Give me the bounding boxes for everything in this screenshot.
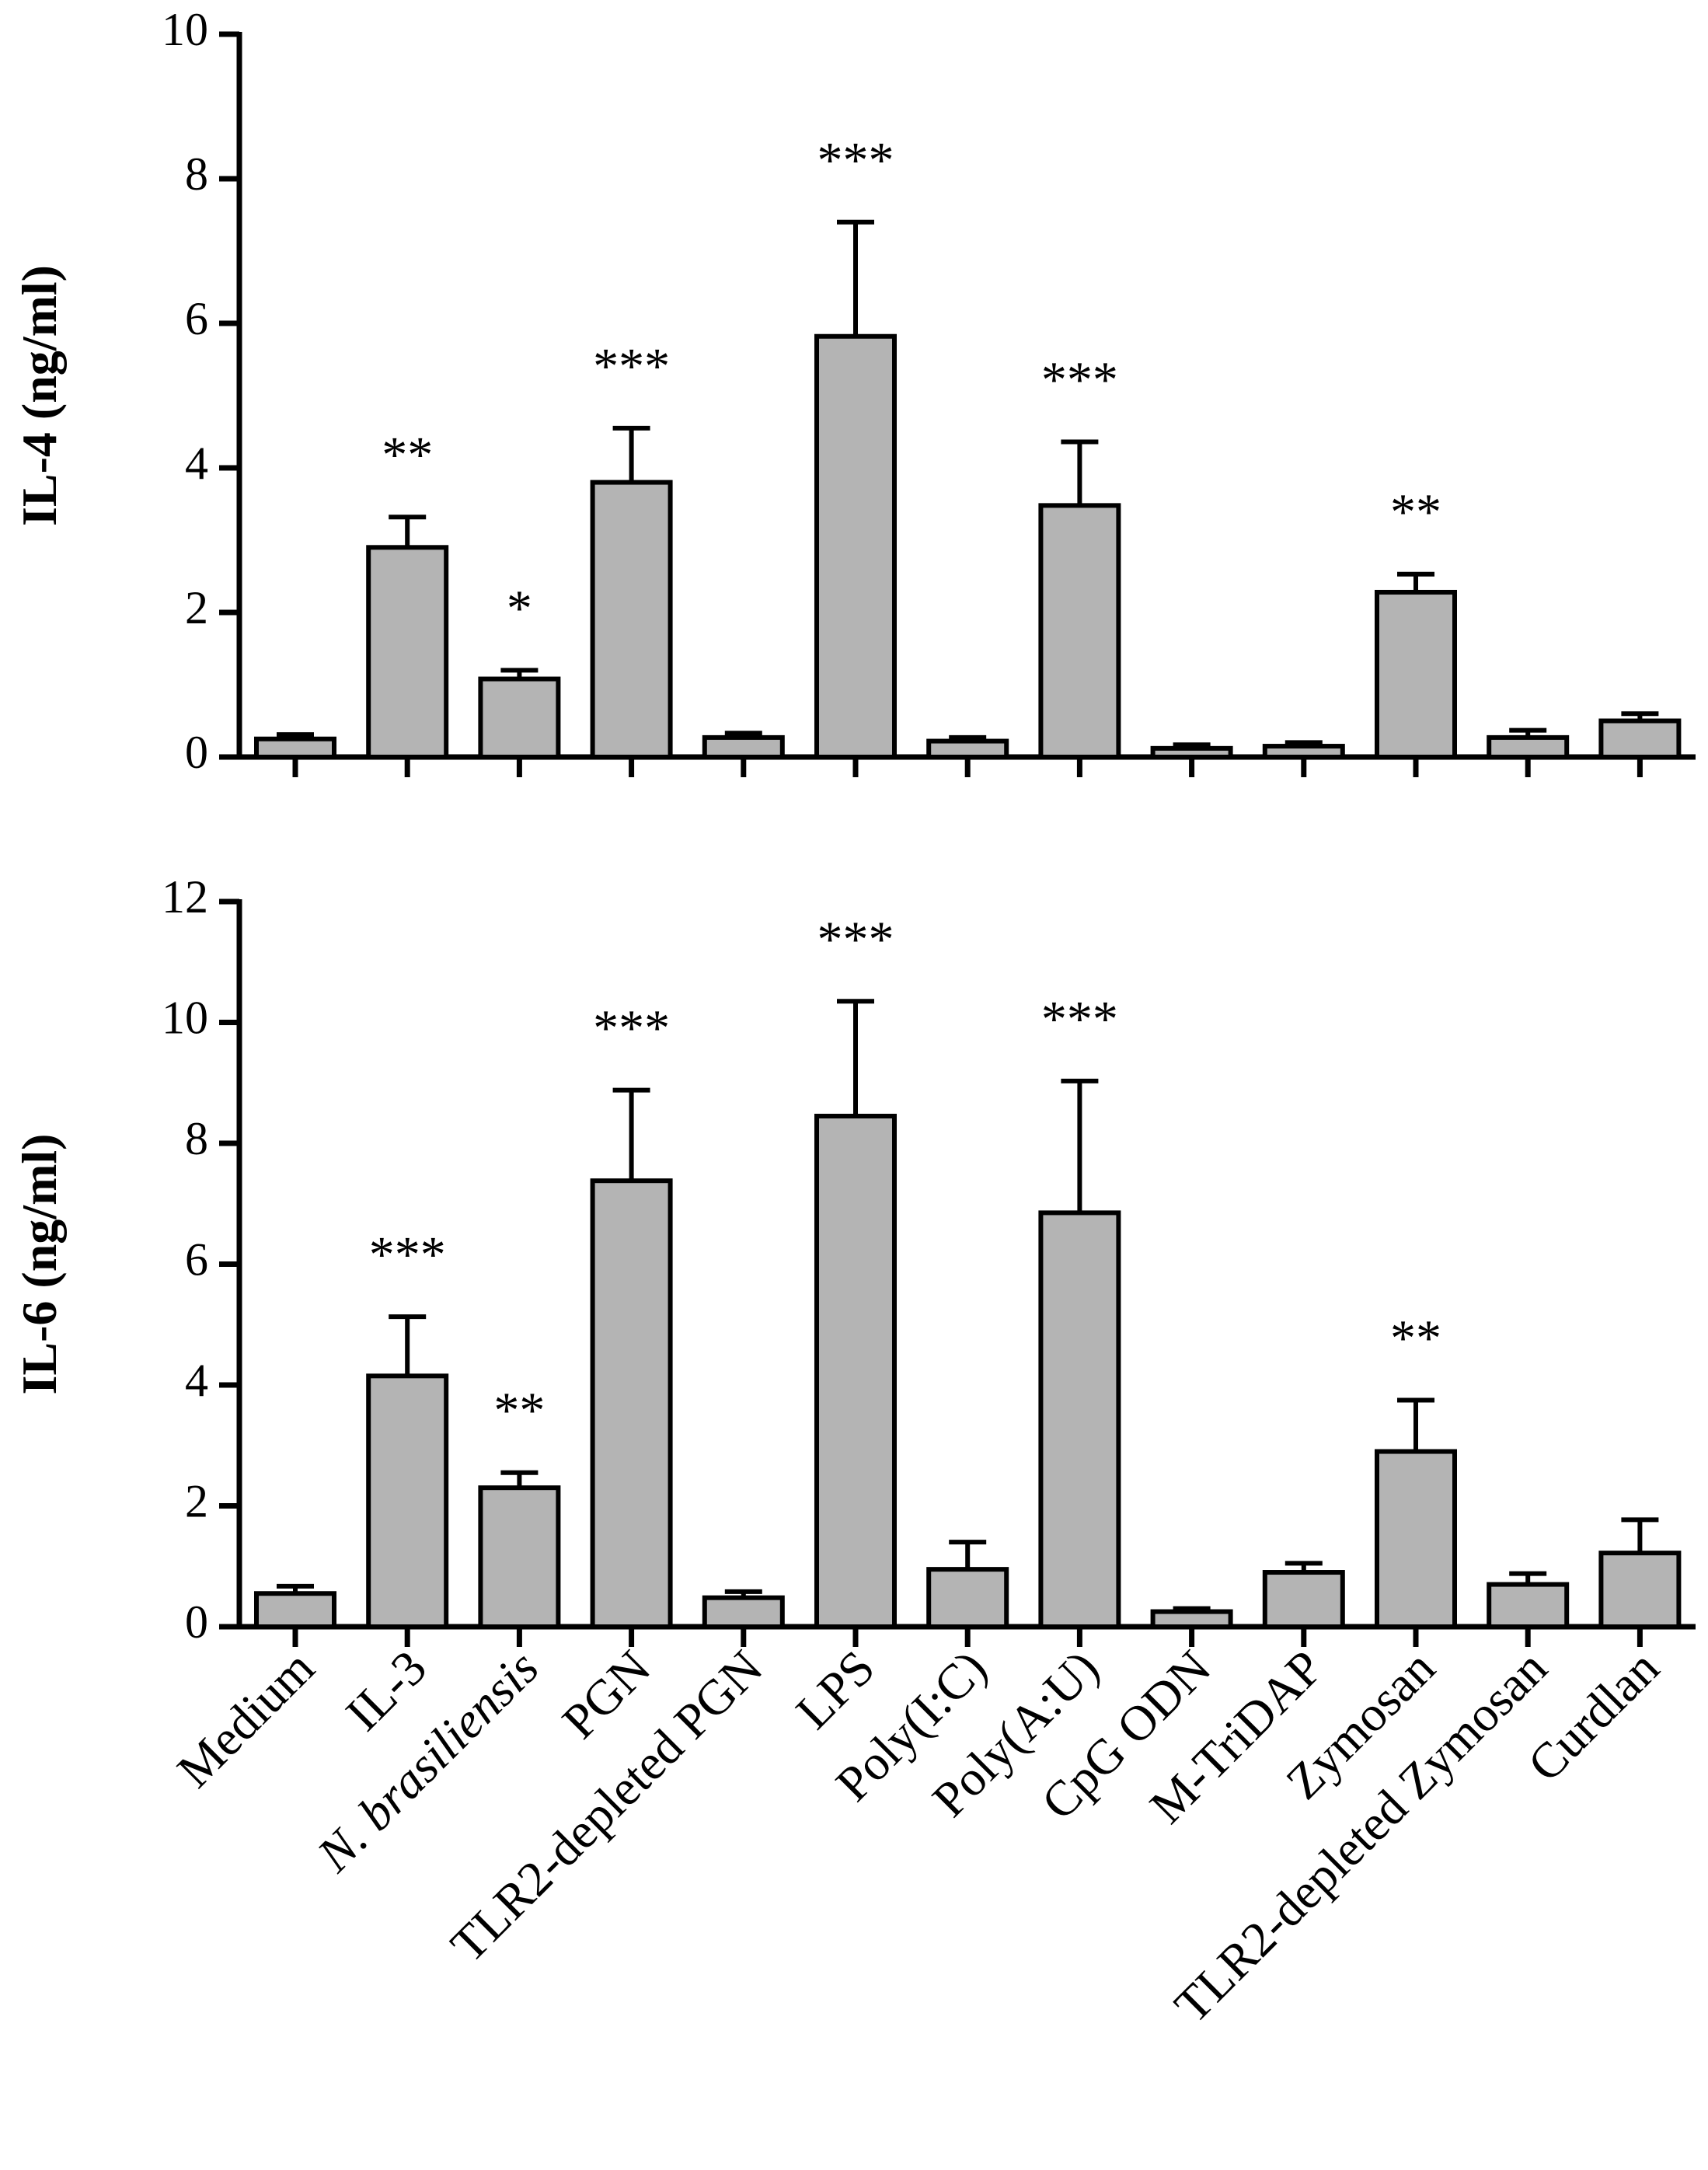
il6-significance-label: ***: [1041, 991, 1118, 1048]
il6-bar: [1038, 1210, 1121, 1629]
il4-y-tick-label: 2: [185, 582, 208, 633]
il4-significance-label: *: [507, 580, 532, 637]
il4-significance-label: ***: [1041, 352, 1118, 409]
il4-bar: [254, 736, 336, 759]
il4-bar: [478, 676, 561, 759]
x-category-label: LPS: [786, 1640, 885, 1739]
il4-significance-label: **: [382, 427, 433, 483]
il4-bar: [1487, 734, 1570, 760]
il6-y-tick-label: 12: [162, 871, 208, 923]
il4-bar: [814, 333, 897, 759]
il6-bar: [1598, 1551, 1682, 1630]
il6-y-tick-label: 6: [185, 1233, 208, 1285]
il6-y-tick-label: 8: [185, 1113, 208, 1164]
il6-significance-label: **: [493, 1383, 545, 1439]
il6-bar: [1150, 1609, 1233, 1629]
il6-bar: [366, 1373, 449, 1630]
il4-bar: [590, 480, 673, 759]
il6-y-axis-title: IL-6 (ng/ml): [12, 1134, 67, 1395]
il4-y-tick-label: 10: [162, 4, 208, 55]
x-category-label: Medium: [166, 1640, 325, 1798]
il6-y-tick-label: 0: [185, 1596, 208, 1648]
il4-bar: [1598, 718, 1682, 759]
il6-y-tick-label: 4: [185, 1355, 208, 1406]
il6-bar: [1375, 1449, 1457, 1630]
il6-significance-label: ***: [817, 911, 894, 968]
il4-y-tick-label: 6: [185, 293, 208, 344]
il6-significance-label: ***: [593, 1000, 670, 1057]
x-category-label: IL-3: [335, 1640, 437, 1742]
il4-bar: [926, 738, 1009, 759]
il4-bar: [366, 545, 449, 759]
il4-bar: [1375, 589, 1457, 760]
il6-bar: [814, 1114, 897, 1629]
il4-significance-label: ***: [593, 338, 670, 395]
il6-y-tick-label: 10: [162, 992, 208, 1043]
il4-bar: [702, 734, 785, 760]
il4-y-tick-label: 0: [185, 727, 208, 778]
il6-bar: [478, 1485, 561, 1630]
il4-y-tick-label: 8: [185, 148, 208, 200]
il6-y-tick-label: 2: [185, 1475, 208, 1526]
il6-bar: [254, 1591, 336, 1630]
il4-bar: [1262, 744, 1345, 759]
il4-y-tick-label: 4: [185, 438, 208, 489]
il6-bar: [590, 1178, 673, 1629]
il6-bar: [1262, 1570, 1345, 1630]
il4-bar: [1150, 745, 1233, 760]
il6-bar: [702, 1595, 785, 1629]
il4-y-axis-title: IL-4 (ng/ml): [12, 265, 67, 526]
il6-bar: [1487, 1582, 1570, 1629]
il6-significance-label: **: [1390, 1310, 1441, 1366]
x-axis-category-labels: Medium IL-3N. brasiliensis PGNTLR2-deplete…: [166, 1640, 1669, 2033]
il4-significance-label: **: [1390, 484, 1441, 541]
il4-bar: [1038, 503, 1121, 759]
il4-significance-label: ***: [817, 132, 894, 189]
il6-bar: [926, 1567, 1009, 1629]
il6-significance-label: ***: [369, 1226, 446, 1283]
